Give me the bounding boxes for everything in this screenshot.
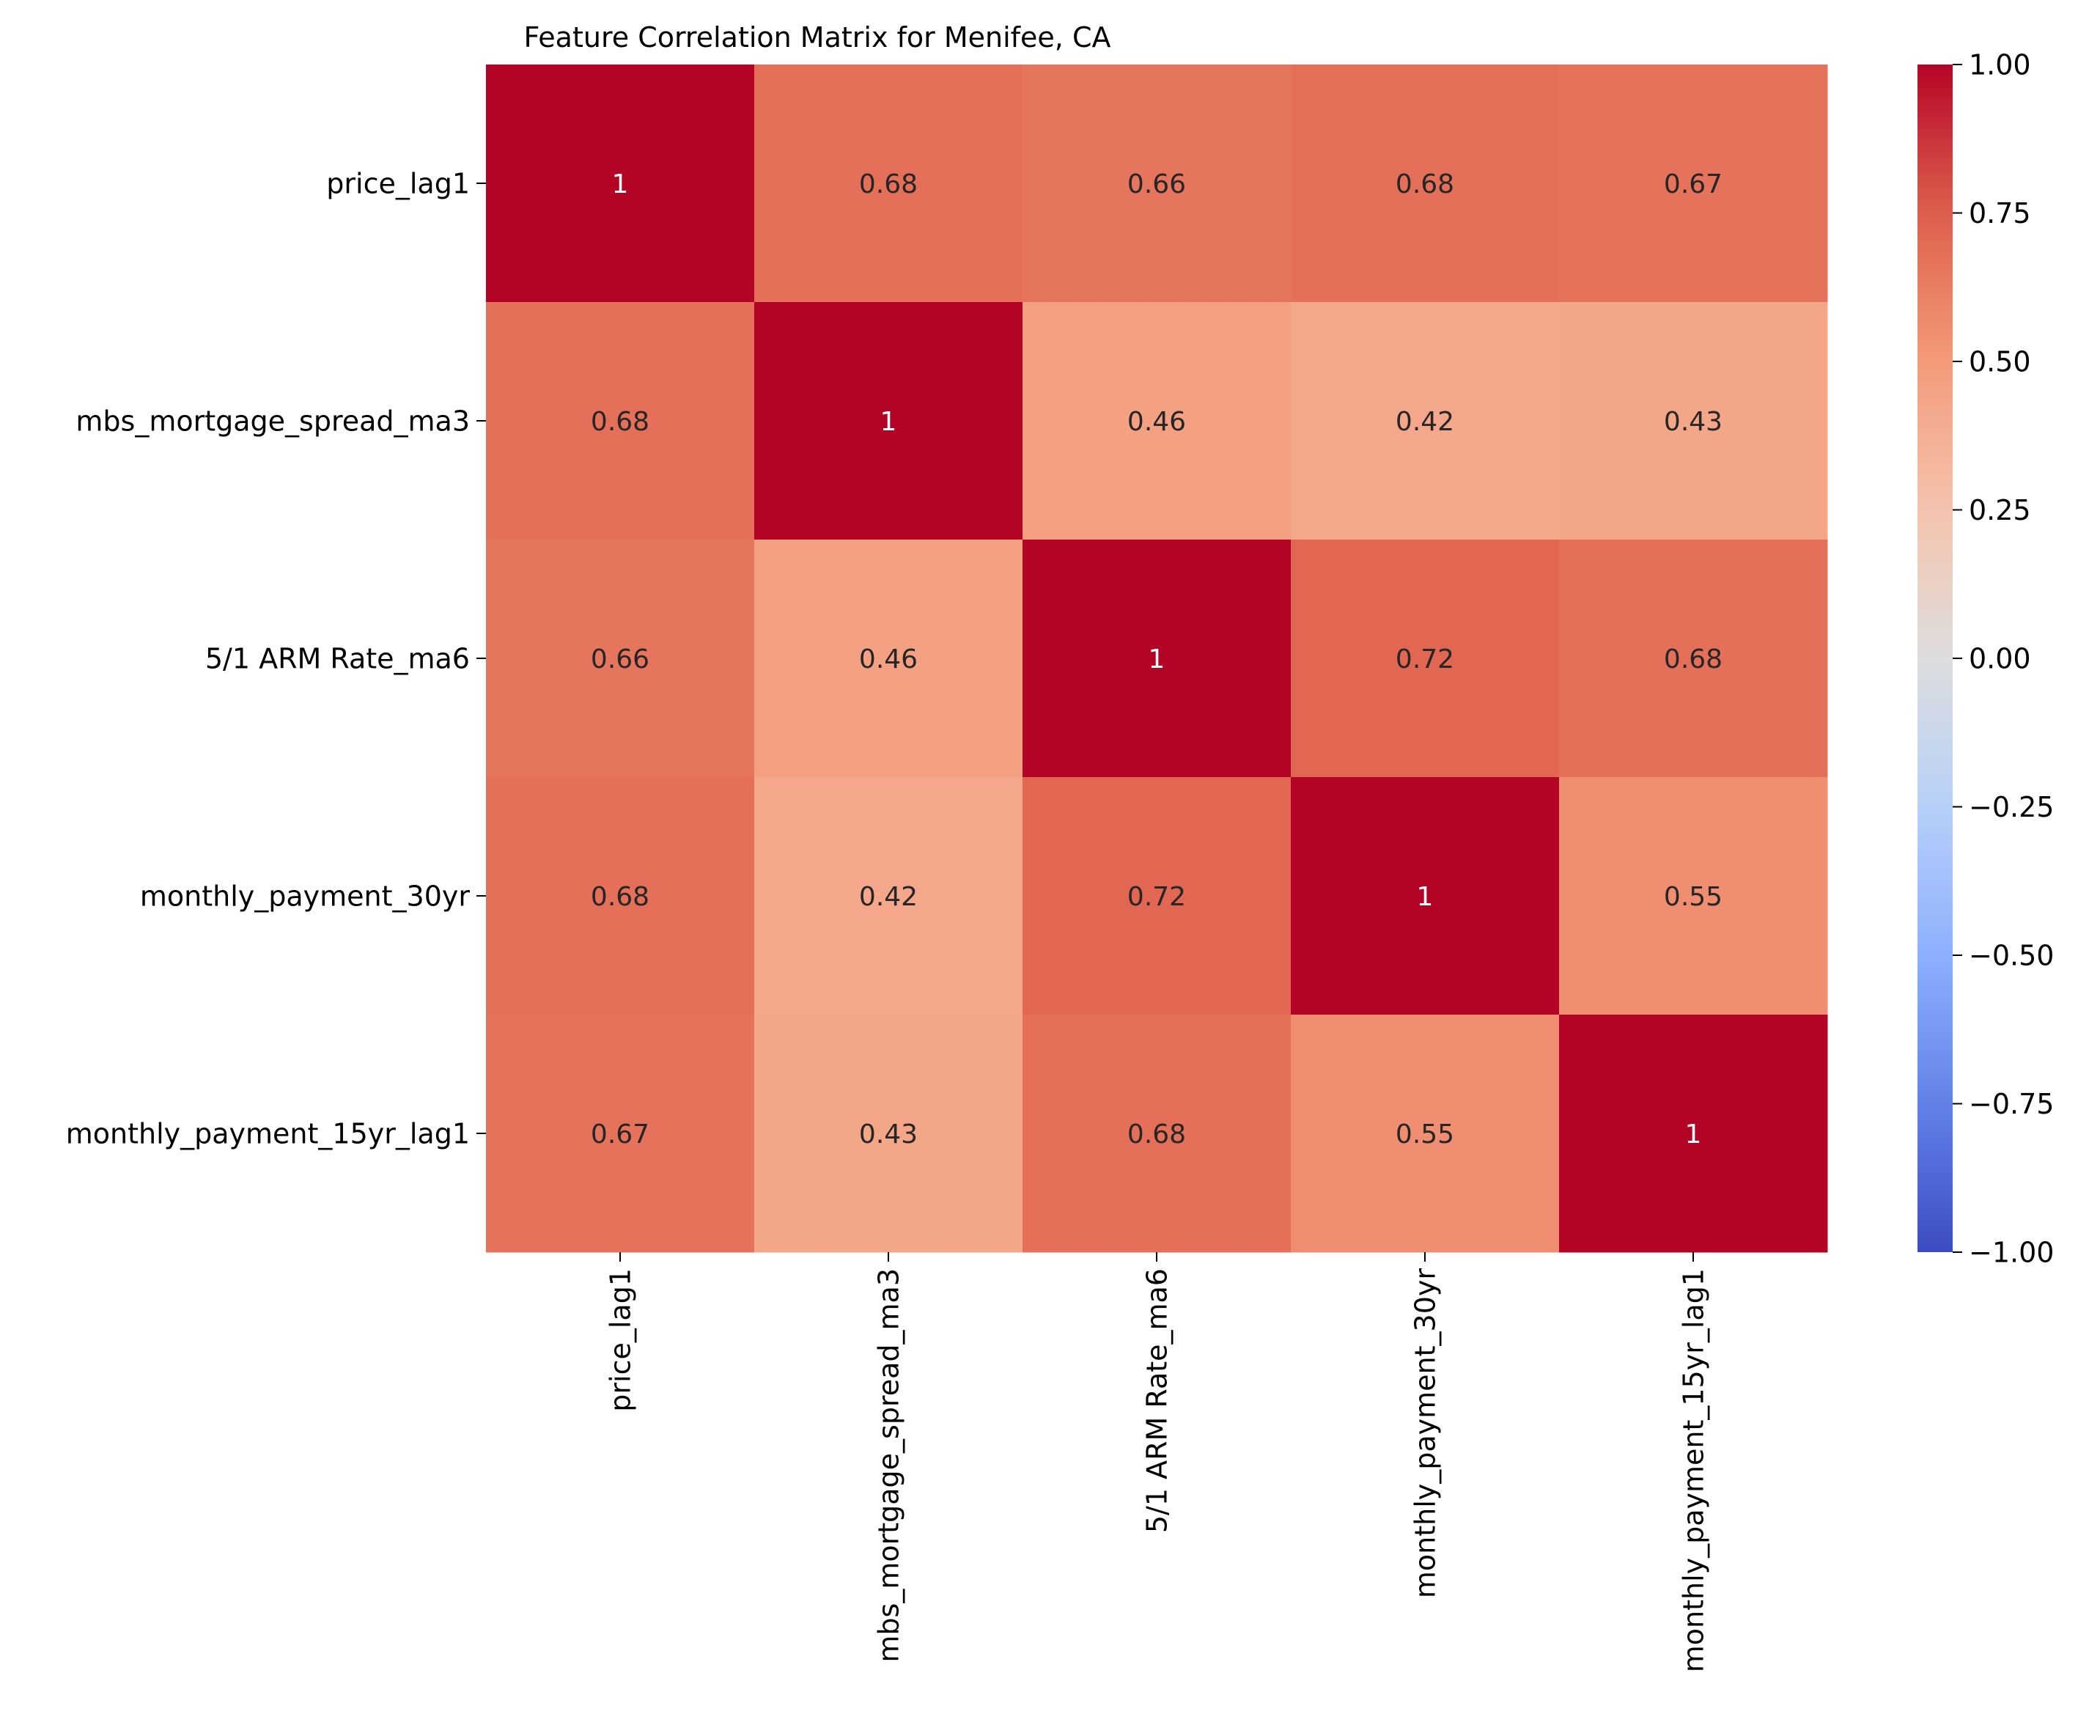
cell-value-label: 0.68: [859, 169, 918, 199]
x-tick-label: monthly_payment_15yr_lag1: [1677, 1268, 1709, 1672]
cell-value-label: 0.68: [1396, 169, 1454, 199]
heatmap-cell: [486, 302, 755, 540]
cell-value-label: 0.66: [591, 644, 649, 674]
colorbar-gradient: [1917, 65, 1953, 1252]
cell-value-label: 1: [1417, 882, 1434, 912]
heatmap-cell: [1023, 1015, 1292, 1253]
heatmap-cell: [486, 540, 755, 778]
cell-value-label: 0.55: [1396, 1119, 1454, 1150]
heatmap-cell: [1291, 65, 1560, 303]
cell-value-label: 0.72: [1396, 644, 1454, 674]
cell-value-label: 0.55: [1664, 882, 1723, 912]
heatmap-cell: [1559, 65, 1828, 303]
col-labels: price_lag1 mbs_mortgage_spread_ma3 5/1 ARM…: [604, 1252, 1709, 1672]
cell-value-label: 0.43: [859, 1119, 918, 1150]
cell-value-label: 1: [880, 407, 897, 437]
heatmap-cell: [1559, 302, 1828, 540]
cell-value-label: 1: [612, 169, 629, 199]
y-tick-label: mbs_mortgage_spread_ma3: [75, 405, 470, 437]
chart-title: Feature Correlation Matrix for Menifee, …: [524, 21, 1111, 54]
heatmap-cell: [754, 1015, 1023, 1253]
heatmap-cell: [754, 777, 1023, 1015]
cell-value-label: 0.42: [1396, 407, 1454, 437]
cell-value-label: 0.68: [591, 882, 649, 912]
cell-value-label: 0.68: [1127, 1119, 1186, 1150]
heatmap-cell: [754, 302, 1023, 540]
heatmap-cell: [754, 540, 1023, 778]
cell-value-label: 0.46: [859, 644, 918, 674]
heatmap-cell: [1291, 540, 1560, 778]
heatmap-cell: [1291, 302, 1560, 540]
colorbar-tick-label: −0.25: [1969, 791, 2054, 823]
colorbar-tick-label: −0.50: [1969, 939, 2054, 971]
cell-value-label: 0.66: [1127, 169, 1186, 199]
heatmap-cell: [1023, 302, 1292, 540]
heatmap-cell: [1023, 65, 1292, 303]
x-tick-label: 5/1 ARM Rate_ma6: [1141, 1268, 1173, 1533]
y-tick-label: 5/1 ARM Rate_ma6: [205, 642, 470, 674]
heatmap-cell: [1559, 777, 1828, 1015]
colorbar: 1.00 0.75 0.50 0.25 0.00 −0.25 −0.50 −0.75 −1.00: [1917, 48, 2054, 1268]
row-labels: price_lag1 mbs_mortgage_spread_ma3 5/1 ARM…: [66, 167, 486, 1150]
heatmap-cell: [754, 65, 1023, 303]
heatmap-cell: [1559, 1015, 1828, 1253]
colorbar-tick-label: 0.75: [1969, 197, 2031, 229]
cell-value-label: 0.68: [591, 407, 649, 437]
x-tick-label: monthly_payment_30yr: [1409, 1268, 1441, 1598]
cell-value-label: 1: [1149, 644, 1165, 674]
heatmap-cell: [1291, 777, 1560, 1015]
colorbar-tick-label: 0.25: [1969, 494, 2031, 526]
y-tick-label: monthly_payment_30yr: [140, 880, 470, 912]
cell-value-label: 0.72: [1127, 882, 1186, 912]
cell-value-label: 0.67: [1664, 169, 1723, 199]
x-tick-label: mbs_mortgage_spread_ma3: [872, 1268, 905, 1663]
y-tick-label: monthly_payment_15yr_lag1: [66, 1117, 470, 1150]
heatmap-cell: [1023, 777, 1292, 1015]
heatmap-cell: [1559, 540, 1828, 778]
x-tick-label: price_lag1: [604, 1268, 636, 1412]
heatmap-cell: [486, 777, 755, 1015]
colorbar-tick-label: 1.00: [1969, 48, 2031, 81]
colorbar-tick-label: 0.00: [1969, 642, 2031, 674]
colorbar-tick-label: 0.50: [1969, 345, 2031, 378]
heatmap-cell: [486, 1015, 755, 1253]
heatmap-cells: 1 0.68 0.66 0.68 0.67 0.68 1 0.46 0.42 0.43 0.66 0.…: [486, 65, 1828, 1253]
cell-value-label: 1: [1685, 1119, 1702, 1150]
y-tick-label: price_lag1: [326, 167, 470, 199]
colorbar-tick-label: −1.00: [1969, 1236, 2054, 1268]
heatmap-cell: [1023, 540, 1292, 778]
cell-value-label: 0.43: [1664, 407, 1723, 437]
heatmap-cell: [1291, 1015, 1560, 1253]
cell-value-label: 0.46: [1127, 407, 1186, 437]
colorbar-tick-label: −0.75: [1969, 1088, 2054, 1120]
heatmap-cell: [486, 65, 755, 303]
cell-value-label: 0.68: [1664, 644, 1723, 674]
cell-value-label: 0.42: [859, 882, 918, 912]
cell-value-label: 0.67: [591, 1119, 649, 1150]
